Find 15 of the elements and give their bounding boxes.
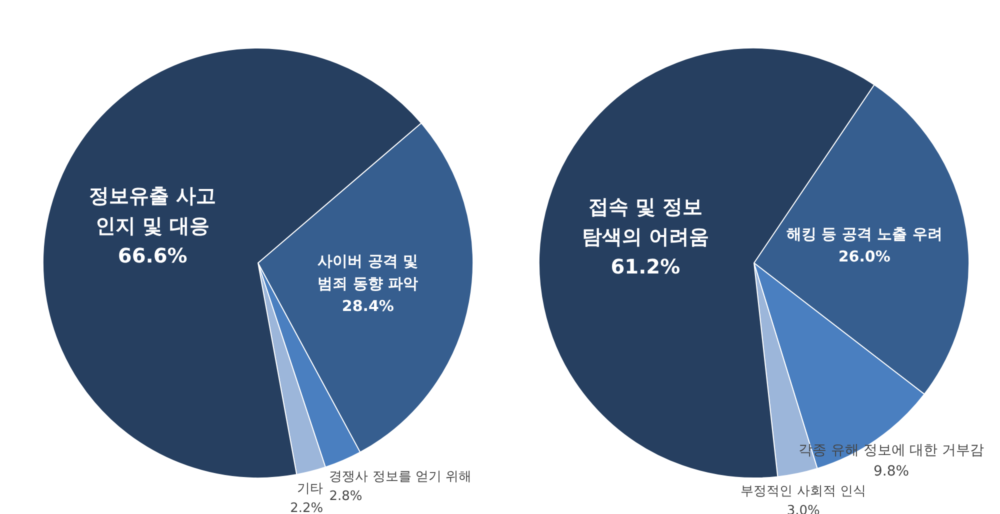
slice-label: 해킹 등 공격 노출 우려: [786, 224, 942, 243]
slice-label: 접속 및 정보 탐색의 어려움: [582, 194, 709, 248]
data-label: 66.6%: [118, 244, 188, 268]
data-label: 2.2%: [290, 500, 324, 514]
slice-label: 부정적인 사회적 인식: [740, 484, 866, 499]
data-label: 9.8%: [874, 463, 910, 480]
data-label: 28.4%: [342, 296, 394, 315]
data-label: 2.8%: [329, 488, 362, 504]
slice-label: 기타: [297, 481, 324, 496]
slice-label: 경쟁사 정보를 얻기 위해: [329, 468, 472, 484]
slice-label: 사이버 공격 및 범죄 동향 파악: [318, 252, 418, 292]
data-label: 61.2%: [610, 254, 680, 278]
data-label: 26.0%: [838, 247, 890, 266]
slice-label: 정보유출 사고 인지 및 대응: [89, 184, 216, 238]
data-label: 3.0%: [786, 503, 820, 514]
